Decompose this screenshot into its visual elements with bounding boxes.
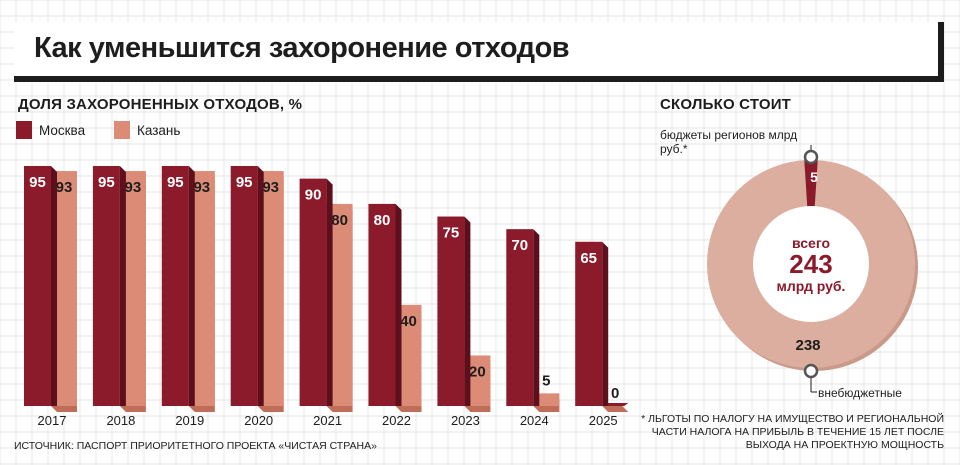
bar-kazan-label: 93: [125, 179, 142, 196]
bar-kazan-label: 20: [469, 363, 486, 380]
donut-center-label-unit: млрд руб.: [777, 278, 846, 294]
bar-moscow-label: 95: [29, 174, 46, 191]
bar-moscow-label: 65: [580, 250, 597, 267]
x-tick-label: 2018: [106, 413, 135, 428]
bar-moscow-side: [326, 178, 333, 406]
bar-moscow-label: 70: [511, 237, 528, 254]
donut-center-label-total: 243: [789, 249, 832, 279]
bar-chart: 93 95 2017 93 95 2018 93 95 2019 93 95 2020 80 90 2021…: [24, 166, 629, 428]
bar-moscow: [24, 166, 51, 406]
bar-kazan-label: 93: [193, 179, 210, 196]
x-tick-label: 2019: [175, 413, 204, 428]
bar-moscow-label: 80: [374, 212, 391, 229]
bar-moscow-side: [119, 166, 126, 406]
donut-label-regions: бюджеты регионов млрд руб.*: [660, 128, 798, 156]
bar-kazan-label: 93: [262, 179, 279, 196]
bar-kazan-label: 0: [611, 385, 619, 402]
marker-offbudget: [803, 363, 819, 379]
bar-kazan-label: 80: [331, 212, 348, 229]
bar-moscow-label: 95: [236, 174, 253, 191]
bar-kazan-label: 5: [542, 372, 550, 389]
bar-moscow: [506, 229, 534, 406]
legend-swatch-kazan: [114, 121, 130, 139]
bar-moscow: [368, 203, 396, 406]
donut-slice-regions: [804, 160, 818, 207]
bar-kazan: [533, 393, 560, 406]
bar-moscow: [161, 166, 189, 406]
donut-chart-title: СКОЛЬКО СТОИТ: [660, 96, 792, 113]
bar-moscow: [437, 216, 465, 406]
donut-value-offbudget: 238: [795, 337, 820, 354]
donut-center-label-top: всего: [792, 235, 830, 251]
donut-label-offbudget: внебюджетные: [818, 386, 902, 400]
bar-moscow-side: [51, 166, 57, 406]
x-tick-label: 2022: [382, 413, 411, 428]
legend-label-moscow: Москва: [39, 122, 86, 138]
bar-kazan-label: 93: [56, 179, 73, 196]
donut-value-regions: 5: [810, 169, 818, 185]
legend-label-kazan: Казань: [137, 122, 181, 138]
bar-kazan-zero-cap: [602, 403, 629, 406]
bar-moscow-label: 95: [98, 174, 115, 191]
bar-kazan-label: 40: [400, 313, 417, 330]
bar-moscow: [575, 241, 603, 406]
x-tick-label: 2024: [520, 413, 549, 428]
bar-moscow-side: [188, 166, 195, 406]
bar-moscow-side: [533, 229, 540, 406]
bar-moscow: [92, 166, 120, 406]
legend-swatch-moscow: [16, 121, 32, 139]
bar-moscow-side: [464, 216, 471, 406]
page-title: Как уменьшится захоронение отходов: [34, 32, 570, 64]
footnote: * ЛЬГОТЫ ПО НАЛОГУ НА ИМУЩЕСТВО И РЕГИОН…: [641, 413, 944, 451]
bar-moscow-label: 95: [167, 174, 184, 191]
donut-hole: [753, 206, 869, 322]
donut-slice-offbudget: [707, 160, 916, 369]
bar-moscow-side: [602, 241, 609, 406]
x-tick-label: 2025: [589, 413, 618, 428]
bar-moscow-label: 75: [443, 225, 460, 242]
title-box: Как уменьшится захоронение отходов: [14, 22, 944, 82]
bar-chart-title: ДОЛЯ ЗАХОРОНЕННЫХ ОТХОДОВ, %: [18, 96, 303, 113]
bar-moscow-side: [395, 203, 402, 406]
x-tick-label: 2021: [313, 413, 342, 428]
legend-item-kazan: Казань: [114, 121, 180, 139]
bar-moscow: [299, 178, 327, 406]
bar-moscow-side: [257, 166, 264, 406]
source-note: ИСТОЧНИК: ПАСПОРТ ПРИОРИТЕТНОГО ПРОЕКТА …: [14, 440, 377, 452]
legend-item-moscow: Москва: [16, 121, 85, 139]
bar-moscow-label: 90: [305, 187, 322, 204]
marker-regions: [803, 149, 819, 165]
x-tick-label: 2020: [244, 413, 273, 428]
bar-kazan-shadow: [602, 406, 629, 412]
x-tick-label: 2017: [38, 413, 67, 428]
bar-moscow: [230, 166, 258, 406]
x-tick-label: 2023: [451, 413, 480, 428]
